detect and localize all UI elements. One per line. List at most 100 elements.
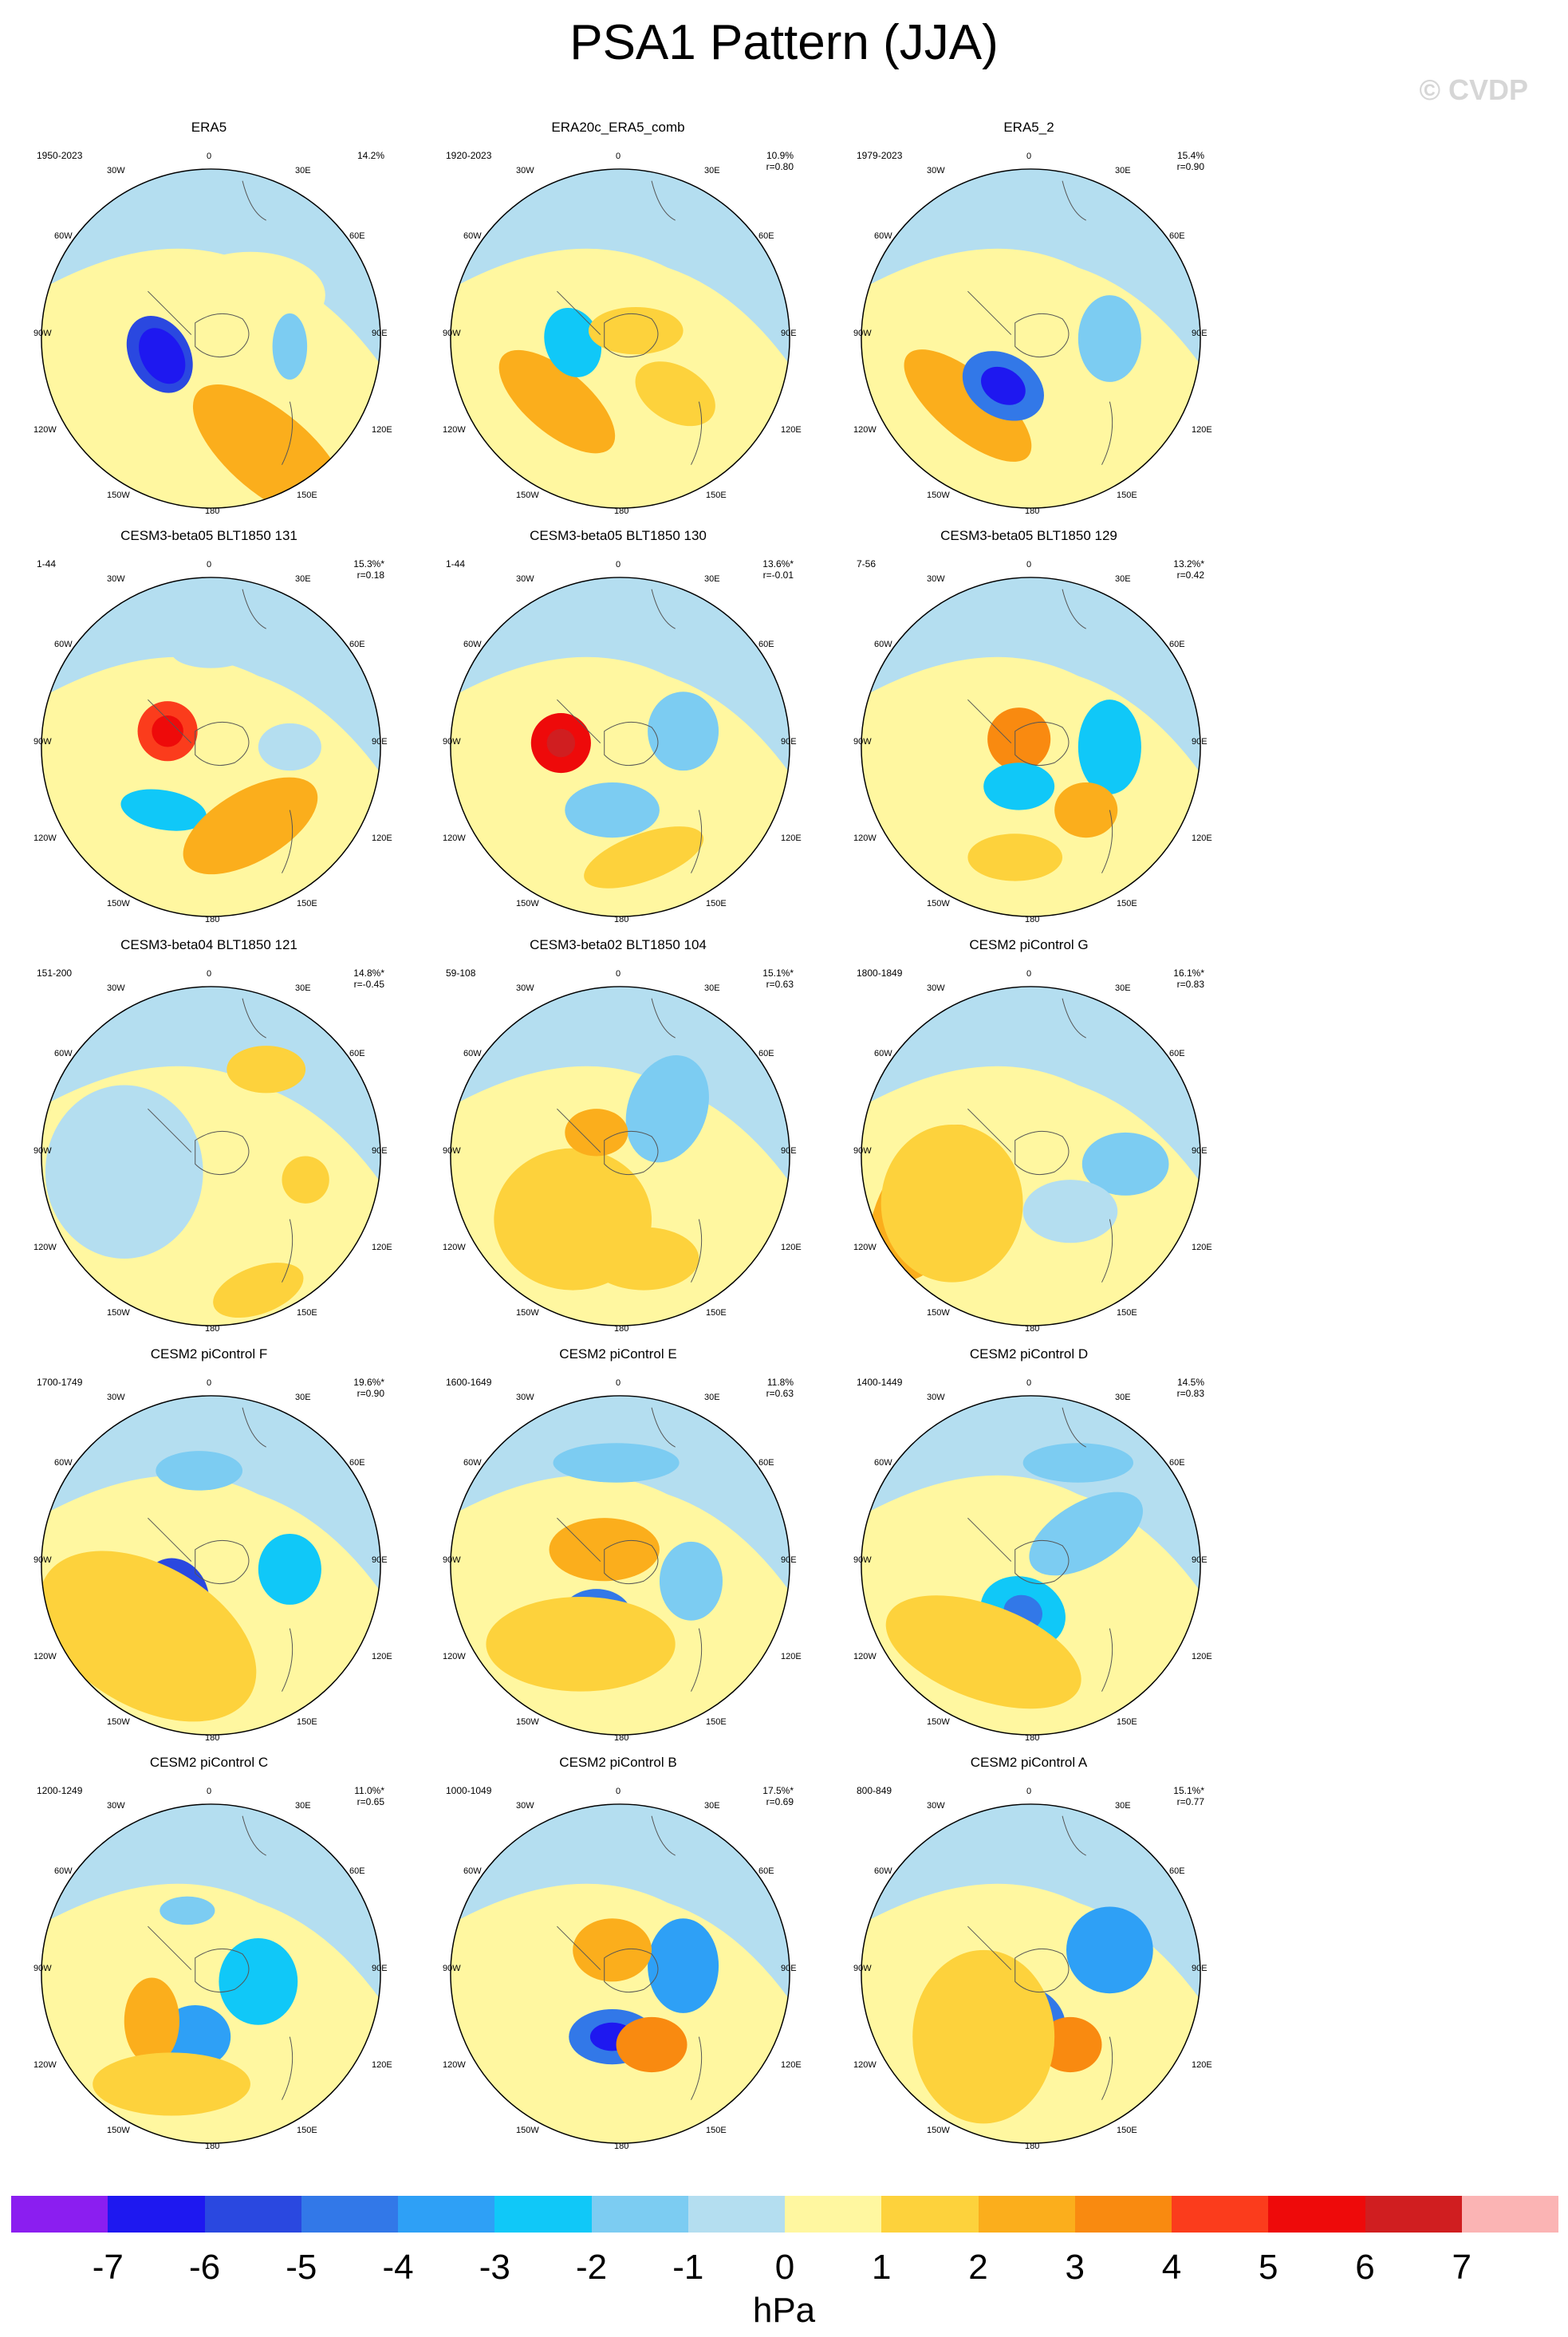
colorbar-tick-label: -4 [382, 2248, 414, 2287]
longitude-label: 180 [1025, 1733, 1040, 1743]
panel-title: CESM3-beta05 BLT1850 130 [530, 528, 707, 543]
polar-map [41, 1395, 381, 1736]
anomaly-contour [258, 1533, 321, 1605]
panel-period: 59-108 [446, 968, 476, 979]
variance-pct: 11.8% [766, 1377, 794, 1388]
longitude-label: 30E [295, 1393, 311, 1402]
coastline [557, 589, 703, 873]
longitude-label: 60W [463, 1866, 482, 1876]
colorbar-swatch [11, 2196, 108, 2233]
map-border [450, 1803, 790, 2144]
longitude-label: 150W [516, 1308, 539, 1318]
anomaly-contour [213, 1263, 304, 1318]
longitude-label: 0 [1026, 152, 1032, 161]
longitude-label: 30W [107, 574, 125, 584]
colorbar-swatch [301, 2196, 398, 2233]
longitude-label: 60E [1169, 1458, 1185, 1468]
longitude-label: 150E [706, 2126, 727, 2135]
positive-anomaly-region [450, 248, 790, 509]
panel-period: 1950-2023 [37, 150, 83, 161]
map-border [41, 986, 381, 1326]
map-border [41, 1395, 381, 1736]
anomaly-contour [45, 1085, 203, 1259]
panel-stats: 14.2% [357, 150, 384, 161]
longitude-label: 60W [54, 640, 73, 649]
longitude-label: 90W [33, 1146, 52, 1156]
pattern-corr: r=0.65 [357, 1796, 384, 1807]
longitude-label: 180 [1025, 2142, 1040, 2151]
anomaly-contour [544, 307, 602, 377]
anomaly-contour [183, 777, 318, 875]
longitude-label: 30W [927, 574, 945, 584]
longitude-label: 120E [781, 2060, 802, 2070]
longitude-label: 0 [1026, 560, 1032, 569]
longitude-label: 150W [107, 1308, 130, 1318]
map-panel: ERA5 1950-2023 14.2% 0 30W 30E 60W 60E 90W 90E 120… [26, 120, 440, 534]
longitude-label: 60E [1169, 1049, 1185, 1058]
panel-stats: 15.1%* r=0.77 [1173, 1785, 1204, 1807]
longitude-label: 90W [33, 1555, 52, 1565]
panel-title: CESM2 piControl G [969, 937, 1089, 952]
map-panel: CESM3-beta05 BLT1850 131 1-44 15.3%* r=0.18… [26, 528, 440, 943]
figure-title: PSA1 Pattern (JJA) [569, 15, 999, 70]
variance-pct: 14.2% [357, 150, 384, 161]
longitude-label: 30E [295, 574, 311, 584]
anomaly-contour [227, 1046, 306, 1094]
cvdp-watermark: © CVDP [1419, 73, 1528, 106]
longitude-label: 120E [1192, 1243, 1212, 1252]
panel-title: CESM3-beta05 BLT1850 129 [940, 528, 1117, 543]
longitude-label: 90W [443, 737, 461, 747]
colorbar-tick-label: 5 [1259, 2248, 1278, 2287]
anomaly-contour [152, 715, 183, 747]
longitude-label: 90E [372, 329, 388, 338]
longitude-label: 30W [516, 574, 534, 584]
polar-map [861, 577, 1201, 917]
colorbar-swatch [1461, 2196, 1558, 2233]
longitude-label: 90E [781, 1146, 797, 1156]
coastline [148, 180, 294, 465]
map-border [861, 986, 1201, 1326]
panel-period: 1979-2023 [857, 150, 903, 161]
longitude-label: 180 [614, 1733, 629, 1743]
longitude-label: 30W [107, 1393, 125, 1402]
longitude-label: 120E [1192, 834, 1212, 843]
longitude-label: 120E [781, 834, 802, 843]
longitude-label: 0 [207, 1378, 212, 1388]
anomaly-contour [272, 313, 308, 380]
longitude-label: 90E [781, 1964, 797, 1973]
longitude-label: 60W [463, 640, 482, 649]
longitude-label: 90E [372, 1555, 388, 1565]
panel-period: 1000-1049 [446, 1785, 492, 1796]
longitude-label: 150E [1117, 1308, 1137, 1318]
longitude-label: 120E [372, 425, 392, 435]
longitude-label: 60W [463, 231, 482, 241]
panel-title: CESM3-beta04 BLT1850 121 [120, 937, 297, 952]
polar-map [41, 986, 381, 1326]
longitude-label: 150W [516, 899, 539, 908]
map-panel: CESM2 piControl G 1800-1849 16.1%* r=0.83 0 3… [845, 937, 1260, 1352]
longitude-label: 150E [706, 1308, 727, 1318]
panel-stats: 15.1%* r=0.63 [762, 968, 794, 990]
colorbar-tick-label: 2 [968, 2248, 988, 2287]
panel-title: ERA20c_ERA5_comb [551, 120, 685, 135]
longitude-label: 60W [874, 640, 892, 649]
longitude-label: 90W [443, 1555, 461, 1565]
variance-pct: 13.2%* [1173, 558, 1204, 569]
longitude-label: 150E [297, 2126, 317, 2135]
longitude-label: 60E [758, 1866, 774, 1876]
polar-map [450, 577, 790, 917]
coastline [967, 180, 1113, 465]
longitude-label: 60E [349, 640, 365, 649]
panel-title: CESM2 piControl D [969, 1346, 1089, 1362]
anomaly-contour [258, 723, 321, 771]
anomaly-contour [616, 2016, 687, 2073]
map-panel: CESM3-beta02 BLT1850 104 59-108 15.1%* r=0.… [435, 937, 849, 1352]
anomaly-contour [912, 1949, 1055, 2124]
longitude-label: 0 [616, 560, 621, 569]
colorbar-swatch [494, 2196, 592, 2233]
anomaly-contour [1022, 1443, 1134, 1483]
coastline [148, 1815, 294, 2100]
panel-stats: 13.6%* r=-0.01 [762, 558, 794, 581]
longitude-label: 90E [372, 737, 388, 747]
longitude-label: 150W [516, 1717, 539, 1727]
